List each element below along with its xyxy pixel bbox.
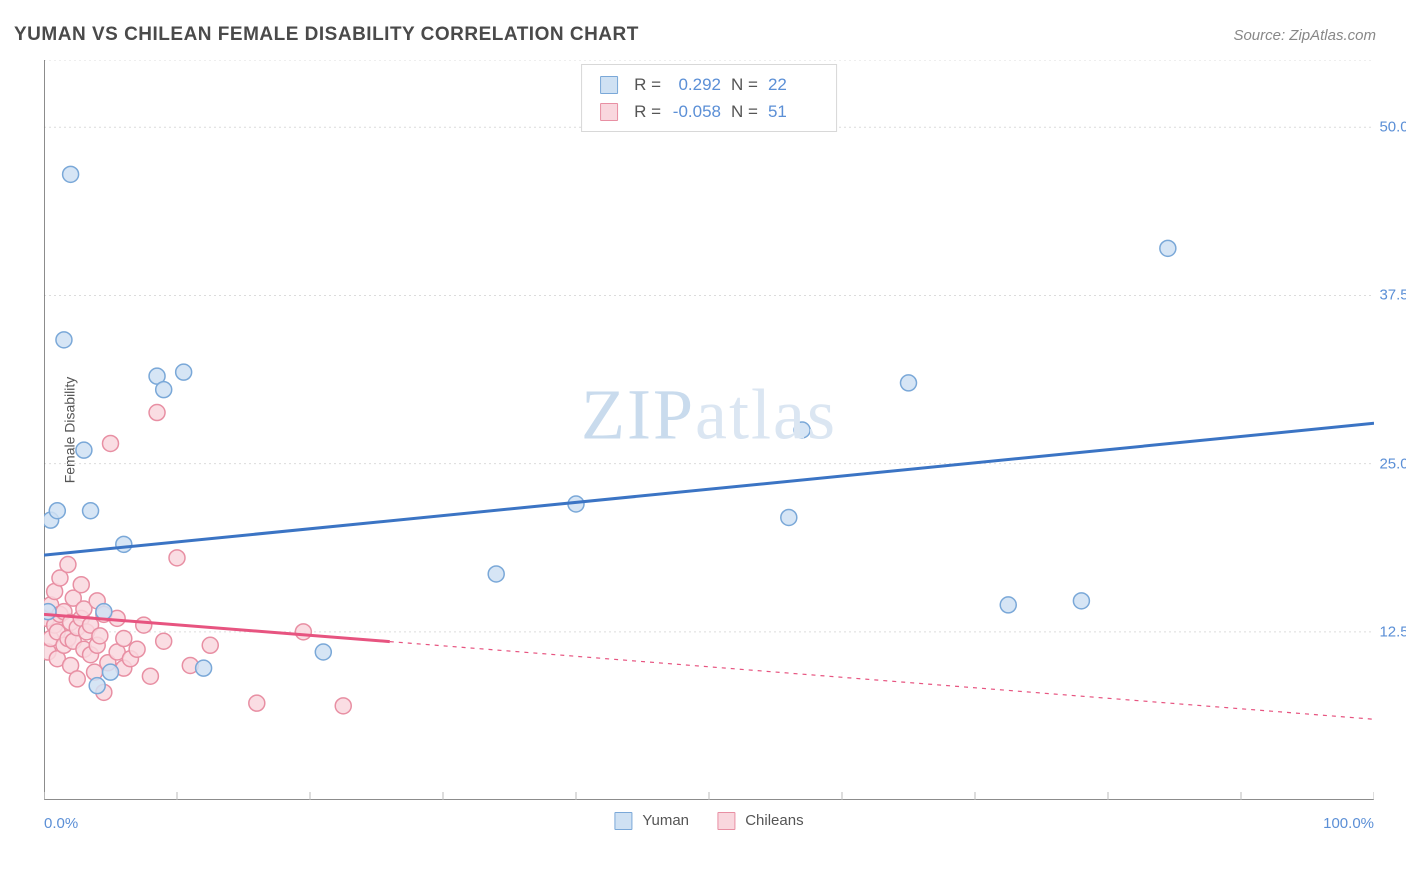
bottom-legend: Yuman Chileans — [614, 812, 803, 830]
legend-label-chileans: Chileans — [745, 812, 803, 829]
stats-legend-box: R = 0.292 N = 22 R = -0.058 N = 51 — [581, 64, 837, 132]
chart-title: YUMAN VS CHILEAN FEMALE DISABILITY CORRE… — [14, 24, 639, 46]
stats-row-chileans: R = -0.058 N = 51 — [600, 98, 818, 125]
legend-label-yuman: Yuman — [642, 812, 689, 829]
legend-item-yuman: Yuman — [614, 812, 689, 830]
y-tick-label: 12.5% — [1379, 623, 1406, 640]
swatch-chileans — [717, 812, 735, 830]
chart-area: Female Disability ZIPatlas R = 0.292 N =… — [44, 60, 1374, 800]
swatch-yuman — [614, 812, 632, 830]
x-axis-min-label: 0.0% — [44, 815, 78, 832]
stats-row-yuman: R = 0.292 N = 22 — [600, 71, 818, 98]
y-tick-label: 37.5% — [1379, 287, 1406, 304]
stats-n-label: N = — [731, 71, 758, 98]
source-attribution: Source: ZipAtlas.com — [1233, 27, 1376, 44]
stats-n-chileans: 51 — [768, 98, 818, 125]
legend-item-chileans: Chileans — [717, 812, 804, 830]
x-axis-max-label: 100.0% — [1323, 815, 1374, 832]
stats-r-yuman: 0.292 — [671, 71, 721, 98]
stats-r-label: R = — [634, 71, 661, 98]
stats-r-label: R = — [634, 98, 661, 125]
chart-header: YUMAN VS CHILEAN FEMALE DISABILITY CORRE… — [0, 0, 1406, 54]
stats-r-chileans: -0.058 — [671, 98, 721, 125]
y-tick-label: 50.0% — [1379, 119, 1406, 136]
stats-n-yuman: 22 — [768, 71, 818, 98]
stats-n-label: N = — [731, 98, 758, 125]
swatch-chileans — [600, 103, 618, 121]
y-tick-label: 25.0% — [1379, 455, 1406, 472]
swatch-yuman — [600, 76, 618, 94]
scatter-plot — [44, 60, 1374, 800]
